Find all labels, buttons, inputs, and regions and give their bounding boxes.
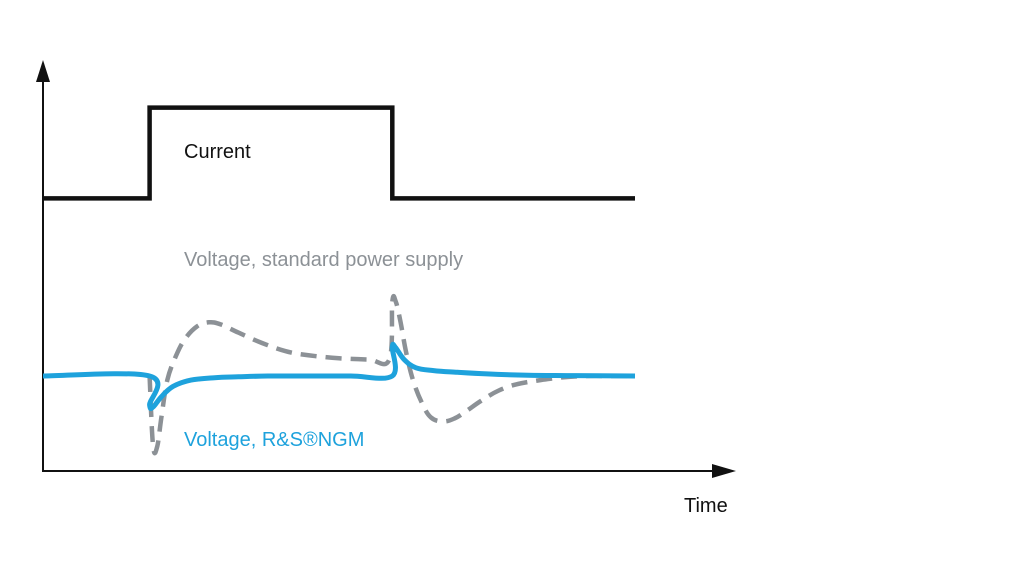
series-label-ngm-voltage: Voltage, R&S®NGM [184, 429, 364, 451]
x-axis-label: Time [684, 495, 728, 517]
series-line-current [43, 105, 635, 201]
series-line-voltage-standard-power-supply [147, 293, 635, 456]
y-axis-arrow [36, 60, 50, 82]
series-label-current: Current [184, 141, 251, 163]
series-layer [42, 105, 636, 456]
series-label-standard-voltage: Voltage, standard power supply [184, 249, 463, 271]
x-axis-arrow [712, 464, 736, 478]
series-line-voltage-r-s-ngm [42, 341, 636, 412]
